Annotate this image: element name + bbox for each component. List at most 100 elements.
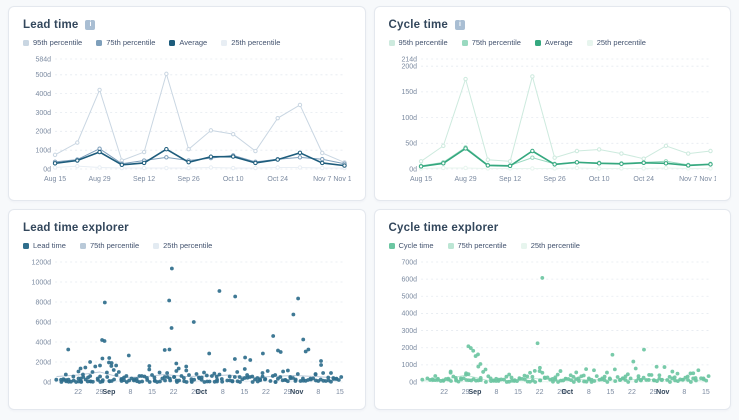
y-axis-tick: 214d: [401, 56, 417, 63]
legend-item[interactable]: 25th percentile: [586, 38, 646, 47]
legend-item[interactable]: Cycle time: [388, 241, 434, 250]
legend-swatch: [388, 242, 395, 249]
panel-header: Lead time i: [23, 19, 351, 31]
y-axis-tick: 0d: [43, 166, 51, 173]
y-axis-tick: 600d: [35, 319, 51, 326]
legend-swatch: [23, 242, 29, 249]
legend-item[interactable]: 25th percentile: [221, 38, 280, 47]
x-axis-tick: 29: [557, 389, 565, 396]
legend-item[interactable]: 25th percentile: [520, 241, 580, 250]
y-axis-tick: 100d: [35, 147, 51, 154]
x-axis-tick: 15: [241, 389, 249, 396]
x-axis-tick: 15: [606, 389, 614, 396]
x-axis-tick: 15: [514, 389, 522, 396]
legend-item[interactable]: 95th percentile: [23, 38, 82, 47]
legend-label: 25th percentile: [163, 241, 213, 250]
x-axis-tick: 22: [74, 389, 82, 396]
legend-item[interactable]: Average: [534, 38, 573, 47]
legend-item[interactable]: 75th percentile: [447, 241, 507, 250]
y-axis-tick: 150d: [401, 89, 417, 96]
x-axis-tick: 22: [628, 389, 636, 396]
legend: 95th percentile 75th percentile Average 25t…: [388, 38, 717, 47]
legend-item[interactable]: Average: [169, 38, 207, 47]
y-axis-tick: 0d: [409, 379, 417, 386]
legend-item[interactable]: 95th percentile: [388, 38, 448, 47]
x-axis-tick: 8: [586, 389, 590, 396]
legend-label: Average: [179, 38, 208, 47]
panel-title: Lead time explorer: [23, 222, 129, 234]
x-axis-tick: Aug 29: [454, 176, 476, 183]
legend-label: 95th percentile: [33, 38, 83, 47]
legend-swatch: [461, 39, 468, 46]
legend-item[interactable]: 75th percentile: [461, 38, 521, 47]
x-axis-tick: Aug 15: [409, 176, 431, 183]
legend-swatch: [96, 39, 103, 46]
x-axis-tick: Oct: [195, 389, 207, 396]
y-axis-tick: 1200d: [32, 259, 52, 266]
x-axis-tick: Sep 12: [499, 176, 521, 183]
x-axis-tick: Nov: [290, 389, 303, 396]
legend-item[interactable]: 75th percentile: [96, 38, 155, 47]
legend: 95th percentile 75th percentile Average 25t…: [23, 38, 351, 47]
legend-swatch: [447, 242, 454, 249]
x-axis-tick: Aug 15: [44, 176, 66, 183]
y-axis-tick: 400d: [401, 311, 417, 318]
legend-swatch: [388, 39, 395, 46]
y-axis-tick: 1000d: [32, 279, 52, 286]
dashboard-grid: Lead time i 95th percentile 75th percenti…: [8, 6, 731, 410]
y-axis-tick: 400d: [35, 339, 51, 346]
info-icon[interactable]: i: [85, 20, 96, 30]
y-axis-tick: 200d: [401, 345, 417, 352]
x-axis-tick: 29: [96, 389, 104, 396]
y-axis-tick: 0d: [43, 379, 51, 386]
x-axis-tick: Nov 7: [679, 176, 697, 183]
y-axis-tick: 0d: [409, 166, 417, 173]
info-icon[interactable]: i: [455, 20, 466, 30]
x-axis-tick: 8: [221, 389, 225, 396]
y-axis-tick: 200d: [35, 129, 51, 136]
legend-item[interactable]: 25th percentile: [153, 241, 212, 250]
y-axis-tick: 400d: [35, 91, 51, 98]
legend-swatch: [169, 39, 176, 46]
y-axis-tick: 600d: [401, 276, 417, 283]
x-axis-tick: 15: [336, 389, 344, 396]
y-axis-tick: 500d: [35, 72, 51, 79]
legend-swatch: [23, 39, 29, 46]
x-axis-tick: Sep 26: [178, 176, 200, 183]
legend-label: Lead time: [33, 241, 66, 250]
legend-label: 95th percentile: [398, 38, 448, 47]
x-axis-tick: Sep 12: [133, 176, 155, 183]
y-axis-tick: 800d: [35, 299, 51, 306]
legend: Cycle time 75th percentile 25th percentile: [388, 241, 717, 250]
legend-label: 75th percentile: [89, 241, 140, 250]
lead-time-chart[interactable]: 0d 100d 200d 300d 400d 500d 584d Aug 15 Aug 29 Se…: [23, 51, 351, 185]
y-axis-tick: 584d: [35, 56, 51, 63]
x-axis-tick: 8: [494, 389, 498, 396]
legend-swatch: [221, 39, 228, 46]
x-axis-tick: Oct 24: [267, 176, 288, 183]
x-axis-tick: 22: [170, 389, 178, 396]
x-axis-tick: 29: [461, 389, 469, 396]
legend-swatch: [79, 242, 86, 249]
legend-swatch: [586, 39, 593, 46]
legend-label: Average: [544, 38, 573, 47]
cycle-time-explorer-panel: Cycle time explorer Cycle time 75th perce…: [373, 209, 731, 410]
y-axis-tick: 100d: [401, 115, 417, 122]
legend-item[interactable]: Lead time: [23, 241, 66, 250]
lead-time-panel: Lead time i 95th percentile 75th percenti…: [8, 6, 366, 201]
x-axis-tick: Oct 10: [588, 176, 609, 183]
legend-label: 75th percentile: [106, 38, 156, 47]
x-axis-tick: Sep: [468, 389, 481, 396]
legend: Lead time 75th percentile 25th percentile: [23, 241, 351, 250]
legend-item[interactable]: 75th percentile: [79, 241, 140, 250]
legend-swatch: [534, 39, 541, 46]
legend-label: Cycle time: [398, 241, 434, 250]
lead-time-explorer-panel: Lead time explorer Lead time 75th percent…: [8, 209, 366, 410]
x-axis-tick: 8: [316, 389, 320, 396]
legend-label: 25th percentile: [231, 38, 281, 47]
panel-title: Lead time: [23, 19, 79, 31]
panel-header: Lead time explorer: [23, 222, 351, 234]
